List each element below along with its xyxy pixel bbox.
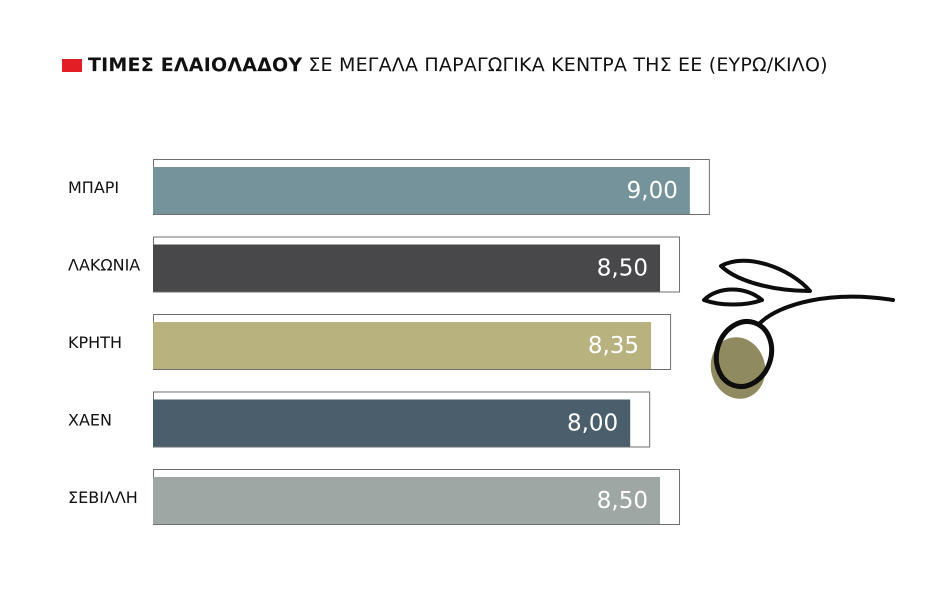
value-label: 8,35 <box>588 333 639 359</box>
value-label: 8,50 <box>597 256 648 282</box>
bars-group: ΜΠΑΡΙ 9,00 ΛΑΚΩΝΙΑ 8,50 ΚΡΗΤΗ 8,35 ΧΑΕΝ 8,00 ΣΕΒ… <box>68 159 710 525</box>
category-label: ΛΑΚΩΝΙΑ <box>68 256 140 275</box>
bar <box>153 322 652 369</box>
value-label: 8,00 <box>567 411 618 437</box>
bar <box>153 399 631 447</box>
title-bold: ΤΙΜΕΣ ΕΛΑΙΟΛΑΔΟΥ <box>88 54 303 76</box>
value-label: 9,00 <box>627 178 678 204</box>
bar <box>153 167 690 214</box>
category-label: ΣΕΒΙΛΛΗ <box>68 488 138 507</box>
chart-title: ΤΙΜΕΣ ΕΛΑΙΟΛΑΔΟΥ ΣΕ ΜΕΓΑΛΑ ΠΑΡΑΓΩΓΙΚΑ ΚΕ… <box>62 54 828 76</box>
bar <box>153 477 661 524</box>
category-label: ΚΡΗΤΗ <box>68 333 122 352</box>
title-marker <box>62 58 82 72</box>
olive-branch-icon <box>702 258 895 399</box>
value-label: 8,50 <box>597 488 648 514</box>
title-rest: ΣΕ ΜΕΓΑΛΑ ΠΑΡΑΓΩΓΙΚΑ ΚΕΝΤΡΑ ΤΗΣ ΕΕ (ΕΥΡΩ… <box>308 54 828 76</box>
category-label: ΧΑΕΝ <box>68 411 112 430</box>
category-label: ΜΠΑΡΙ <box>68 178 119 197</box>
bar <box>153 244 661 292</box>
